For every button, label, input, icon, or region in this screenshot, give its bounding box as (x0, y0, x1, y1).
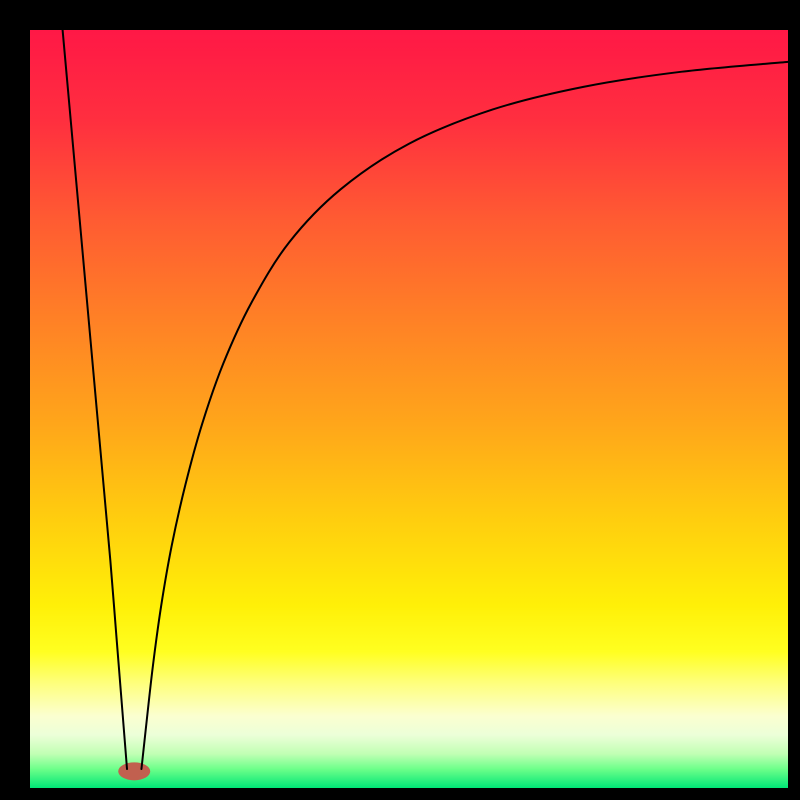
chart-svg (30, 30, 788, 788)
frame-right (788, 0, 800, 800)
frame-left (0, 0, 30, 800)
figure-container: TheBottleneck.com (0, 0, 800, 800)
plot-area (30, 30, 788, 788)
frame-bottom (0, 788, 800, 800)
frame-top (0, 0, 800, 30)
valley-marker (118, 762, 150, 780)
